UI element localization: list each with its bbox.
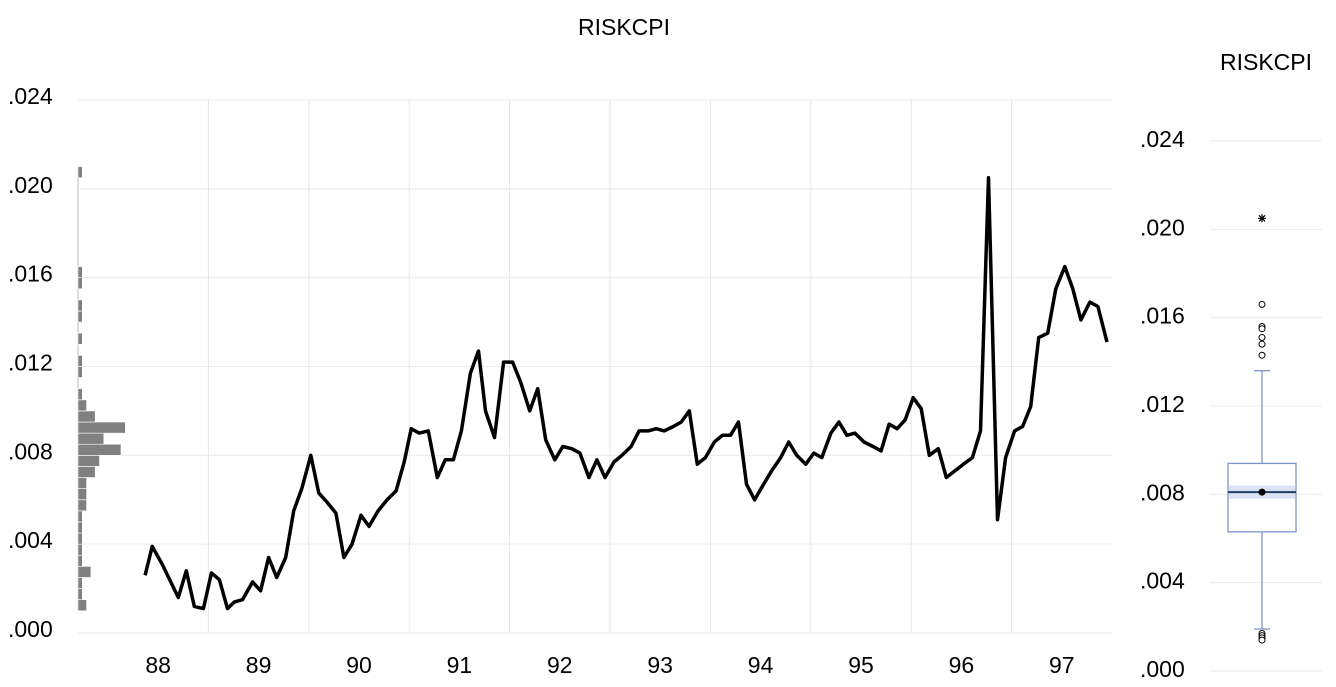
x-tick-label: 96 bbox=[949, 652, 975, 678]
histogram-bar bbox=[77, 432, 105, 445]
histogram-bar bbox=[77, 410, 96, 423]
y-tick-label: .020 bbox=[1140, 214, 1185, 240]
histogram-bar bbox=[77, 577, 83, 589]
y-tick-label: .020 bbox=[8, 172, 53, 198]
outlier bbox=[1258, 340, 1266, 348]
x-tick-label: 90 bbox=[346, 652, 372, 678]
histogram-bar bbox=[77, 543, 83, 556]
histogram-bar bbox=[77, 355, 83, 367]
y-tick-label: .012 bbox=[8, 350, 53, 376]
histogram-bar bbox=[77, 366, 83, 378]
histogram-bar bbox=[77, 599, 87, 612]
histogram-bar bbox=[77, 310, 83, 323]
y-tick-label: .000 bbox=[8, 616, 53, 642]
x-tick-label: 89 bbox=[246, 652, 272, 678]
outlier bbox=[1258, 334, 1266, 342]
histogram-bar bbox=[77, 588, 83, 600]
data-line bbox=[143, 175, 1109, 611]
histogram-bar bbox=[77, 499, 87, 512]
histogram-bar bbox=[77, 532, 83, 545]
x-tick-label: 93 bbox=[647, 652, 673, 678]
y-tick-label: .004 bbox=[1140, 568, 1185, 594]
outlier bbox=[1258, 300, 1266, 308]
histogram-bar bbox=[77, 166, 83, 179]
histogram-bar bbox=[77, 421, 126, 434]
x-tick-label: 94 bbox=[748, 652, 774, 678]
x-tick-label: 92 bbox=[547, 652, 573, 678]
y-tick-label: .004 bbox=[8, 527, 53, 553]
histogram-bar bbox=[77, 466, 96, 478]
y-tick-label: .000 bbox=[1140, 656, 1185, 682]
histogram-bar bbox=[77, 277, 83, 290]
histogram-bar bbox=[77, 388, 83, 401]
outlier bbox=[1258, 325, 1266, 333]
histogram-bar bbox=[77, 266, 83, 278]
y-tick-label: .008 bbox=[1140, 479, 1185, 505]
histogram-bar bbox=[77, 299, 83, 312]
histogram-bar bbox=[77, 554, 83, 567]
histogram-bar bbox=[77, 455, 100, 467]
outlier bbox=[1258, 351, 1266, 359]
y-tick-label: .012 bbox=[1140, 391, 1185, 417]
x-tick-label: 88 bbox=[145, 652, 171, 678]
mean bbox=[1258, 488, 1266, 496]
histogram-bar bbox=[77, 332, 83, 345]
y-tick-label: .024 bbox=[8, 83, 53, 109]
histogram-bar bbox=[77, 521, 83, 534]
far-outlier bbox=[1258, 214, 1266, 223]
histogram-bar bbox=[77, 488, 87, 501]
histogram-bar bbox=[77, 566, 92, 578]
histogram-bar bbox=[77, 399, 87, 412]
chart-title: RISKCPI bbox=[578, 14, 670, 40]
histogram-bar bbox=[77, 477, 87, 489]
box-title: RISKCPI bbox=[1220, 49, 1312, 75]
histogram-bar bbox=[77, 443, 122, 456]
y-tick-label: .016 bbox=[8, 261, 53, 287]
outlier bbox=[1258, 636, 1266, 644]
x-tick-label: 95 bbox=[848, 652, 874, 678]
x-tick-label: 97 bbox=[1049, 652, 1075, 678]
y-tick-label: .024 bbox=[1140, 126, 1185, 152]
y-tick-label: .016 bbox=[1140, 303, 1185, 329]
histogram-bar bbox=[77, 510, 83, 523]
y-tick-label: .008 bbox=[8, 438, 53, 464]
x-tick-label: 91 bbox=[447, 652, 473, 678]
